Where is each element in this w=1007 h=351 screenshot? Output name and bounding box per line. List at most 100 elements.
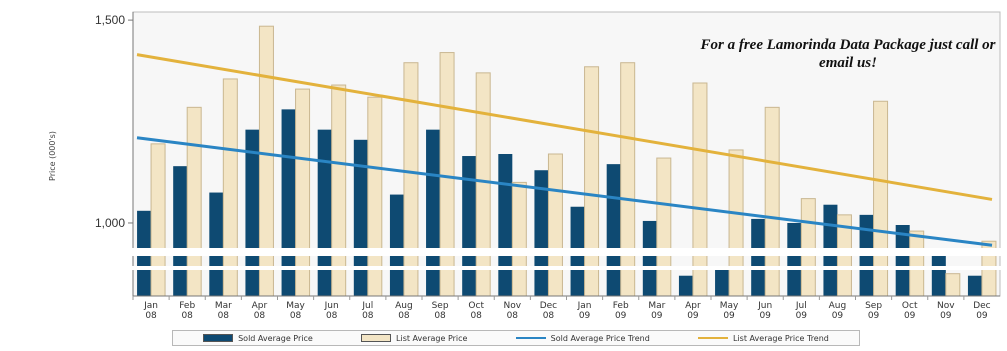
bar-sold bbox=[209, 192, 224, 296]
bar-list bbox=[800, 198, 816, 297]
x-tick-label-month: Mar bbox=[648, 301, 665, 311]
x-tick-label-month: Apr bbox=[252, 301, 268, 311]
stripe-band bbox=[113, 266, 1007, 270]
bar-sold bbox=[534, 170, 549, 296]
x-tick-label-month: Feb bbox=[613, 301, 629, 311]
x-tick-label-month: Jun bbox=[324, 301, 339, 311]
bar-sold bbox=[173, 166, 188, 296]
bar-sold bbox=[967, 275, 982, 296]
bar-list bbox=[584, 66, 600, 297]
x-tick-label-month: Jul bbox=[795, 301, 807, 311]
bar-list bbox=[439, 52, 455, 297]
x-tick-label-month: Oct bbox=[902, 301, 918, 311]
x-tick-label-year: 09 bbox=[723, 311, 735, 321]
x-tick-label-year: 09 bbox=[832, 311, 844, 321]
bar-list bbox=[511, 181, 527, 297]
legend-label-sold: Sold Average Price bbox=[238, 333, 313, 343]
legend: Sold Average Price List Average Price So… bbox=[172, 330, 860, 346]
x-tick-label-year: 08 bbox=[362, 311, 374, 321]
x-tick-label-month: Nov bbox=[937, 301, 955, 311]
bar-sold bbox=[462, 156, 477, 296]
x-tick-label-year: 08 bbox=[398, 311, 410, 321]
x-tick-label-month: Dec bbox=[973, 301, 990, 311]
x-tick-label-month: Sep bbox=[432, 301, 449, 311]
x-tick-label-month: May bbox=[286, 301, 305, 311]
x-tick-label-year: 08 bbox=[145, 311, 157, 321]
x-tick-label-month: May bbox=[720, 301, 739, 311]
legend-swatch-sold-trend bbox=[515, 337, 546, 339]
x-tick-label-year: 08 bbox=[218, 311, 230, 321]
stripe-band bbox=[113, 248, 1007, 256]
bar-sold bbox=[317, 129, 332, 296]
x-tick-label-year: 08 bbox=[326, 311, 338, 321]
bar-sold bbox=[931, 249, 946, 296]
x-tick-label-year: 09 bbox=[687, 311, 699, 321]
x-tick-label-year: 09 bbox=[651, 311, 663, 321]
x-tick-label-month: Jun bbox=[757, 301, 772, 311]
bar-list bbox=[656, 157, 672, 297]
x-tick-label-year: 09 bbox=[796, 311, 808, 321]
legend-swatch-sold bbox=[203, 334, 234, 342]
x-tick-label-month: Aug bbox=[395, 301, 413, 311]
legend-swatch-list-trend bbox=[698, 337, 728, 339]
legend-item-sold-trend: Sold Average Price Trend bbox=[515, 333, 650, 343]
x-tick-label-month: Apr bbox=[685, 301, 701, 311]
x-tick-label-year: 09 bbox=[940, 311, 952, 321]
x-tick-label-year: 08 bbox=[470, 311, 482, 321]
bar-sold bbox=[642, 220, 657, 296]
x-tick-label-year: 08 bbox=[254, 311, 266, 321]
x-tick-label-year: 09 bbox=[759, 311, 771, 321]
bar-sold bbox=[715, 269, 730, 296]
x-tick-label-year: 08 bbox=[181, 311, 193, 321]
x-tick-label-month: Nov bbox=[504, 301, 522, 311]
x-tick-label-year: 09 bbox=[615, 311, 627, 321]
bar-list bbox=[728, 149, 744, 297]
x-tick-label-month: Sep bbox=[865, 301, 882, 311]
legend-item-list: List Average Price bbox=[361, 334, 467, 343]
legend-label-sold-trend: Sold Average Price Trend bbox=[550, 333, 650, 343]
legend-label-list: List Average Price bbox=[396, 333, 468, 343]
bar-list bbox=[475, 72, 491, 297]
bar-sold bbox=[426, 129, 441, 296]
bar-sold bbox=[787, 222, 802, 296]
x-tick-label-month: Mar bbox=[215, 301, 232, 311]
bar-list bbox=[692, 82, 708, 297]
bar-list bbox=[403, 62, 419, 297]
x-tick-label-month: Dec bbox=[540, 301, 557, 311]
bar-list bbox=[222, 78, 238, 297]
bar-list bbox=[620, 62, 636, 297]
x-tick-label-year: 08 bbox=[543, 311, 555, 321]
x-tick-label-year: 09 bbox=[904, 311, 916, 321]
bar-list bbox=[945, 273, 961, 297]
bar-list bbox=[909, 230, 925, 297]
x-tick-label-month: Jul bbox=[361, 301, 373, 311]
promo-annotation: For a free Lamorinda Data Package just c… bbox=[700, 37, 996, 71]
bar-sold bbox=[606, 164, 621, 296]
bar-sold bbox=[245, 129, 260, 296]
bar-list bbox=[331, 84, 347, 297]
x-tick-label-month: Jan bbox=[143, 301, 158, 311]
bar-sold bbox=[678, 275, 693, 296]
x-tick-label-year: 08 bbox=[434, 311, 446, 321]
y-tick-label: 1,500 bbox=[95, 13, 125, 27]
legend-swatch-list bbox=[361, 334, 392, 342]
bar-sold bbox=[895, 225, 910, 296]
x-tick-label-year: 08 bbox=[290, 311, 302, 321]
bar-sold bbox=[389, 194, 404, 296]
bar-sold bbox=[498, 154, 513, 296]
legend-item-list-trend: List Average Price Trend bbox=[698, 334, 829, 343]
y-axis-label: Price (000's) bbox=[48, 131, 57, 181]
x-tick-label-month: Jan bbox=[577, 301, 592, 311]
legend-label-list-trend: List Average Price Trend bbox=[733, 333, 829, 343]
x-tick-label-month: Feb bbox=[179, 301, 195, 311]
bar-list bbox=[150, 143, 166, 297]
bar-list bbox=[295, 88, 311, 297]
x-tick-label-month: Aug bbox=[829, 301, 847, 311]
bar-sold bbox=[751, 218, 766, 296]
legend-item-sold: Sold Average Price bbox=[203, 334, 313, 343]
x-tick-label-year: 09 bbox=[579, 311, 591, 321]
y-tick-label: 1,000 bbox=[95, 216, 125, 230]
trend-line-sold bbox=[136, 136, 993, 247]
x-tick-label-year: 09 bbox=[976, 311, 988, 321]
